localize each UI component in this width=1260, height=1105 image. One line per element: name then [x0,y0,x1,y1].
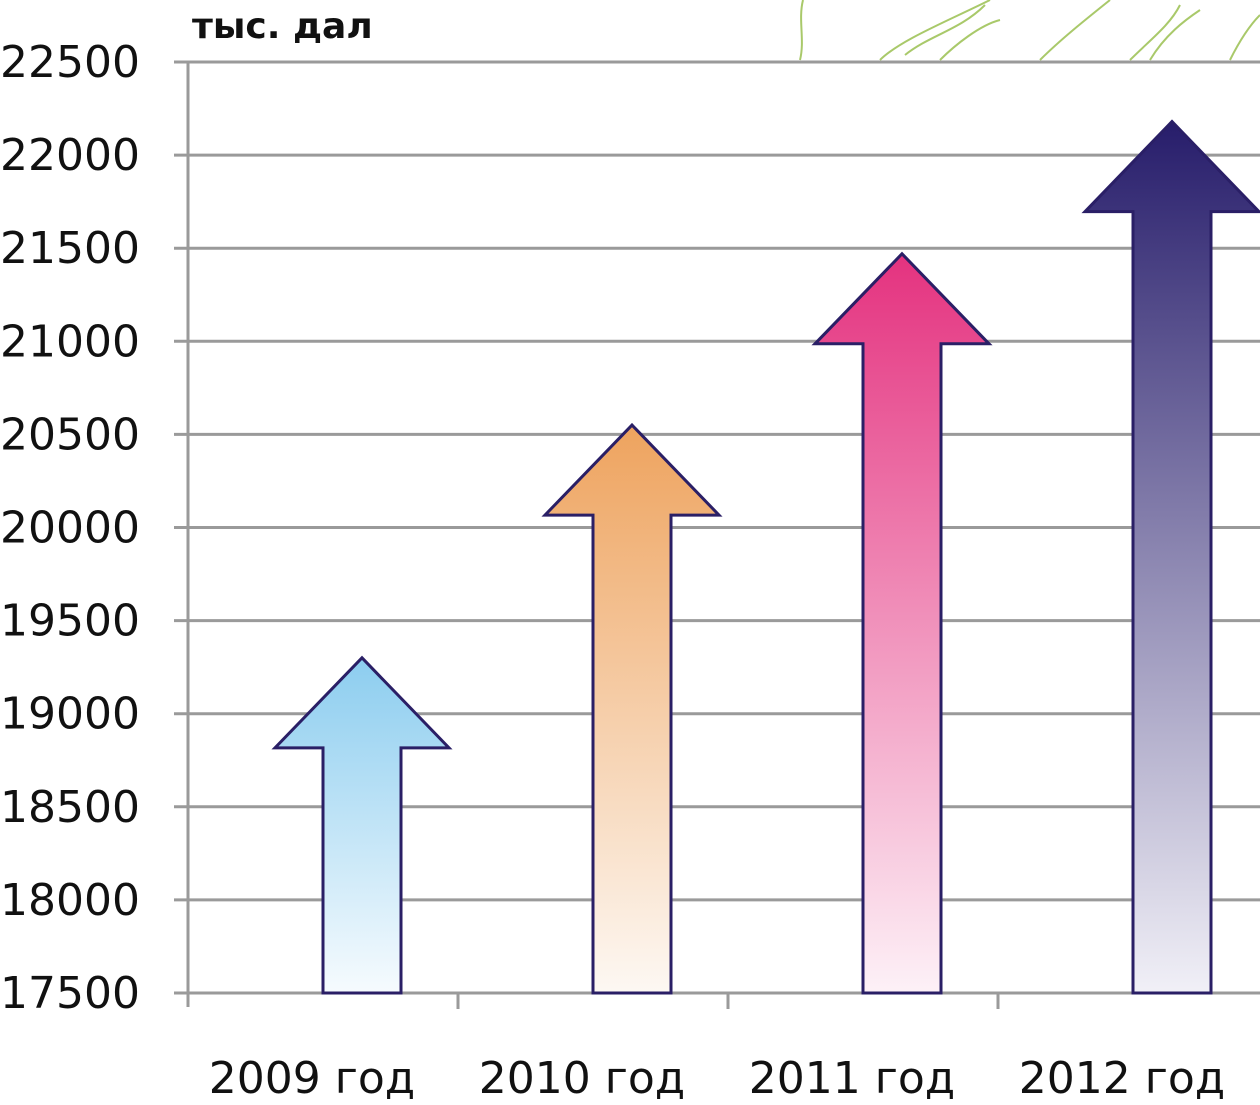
y-tick-label: 22500 [0,37,140,88]
y-tick-label: 20500 [0,409,140,460]
arrow-bar-2012 [1081,119,1260,995]
data-arrows [271,119,1260,995]
y-tick-label: 18000 [0,875,140,926]
y-tick-label: 19000 [0,689,140,740]
y-tick-label: 21000 [0,316,140,367]
y-tick-label: 17500 [0,968,140,1019]
arrow-bar-2011 [811,251,993,995]
y-tick-label: 20000 [0,503,140,554]
x-category-label: 2011 год [749,1053,955,1104]
x-category-label: 2009 год [209,1053,415,1104]
y-tick-label: 22000 [0,130,140,181]
y-tick-label: 18500 [0,782,140,833]
arrow-bar-2009 [271,655,453,995]
y-tick-label: 19500 [0,596,140,647]
y-tick-label: 21500 [0,223,140,274]
axis-labels: 17500 18000 18500 19000 19500 20000 20500 21000… [0,37,1225,1104]
x-category-label: 2012 год [1019,1053,1225,1104]
y-axis-unit-label: тыс. дал [192,6,373,47]
arrow-bar-2010 [541,422,723,995]
x-category-label: 2010 год [479,1053,685,1104]
decorative-leaf-sketch [799,0,1260,61]
